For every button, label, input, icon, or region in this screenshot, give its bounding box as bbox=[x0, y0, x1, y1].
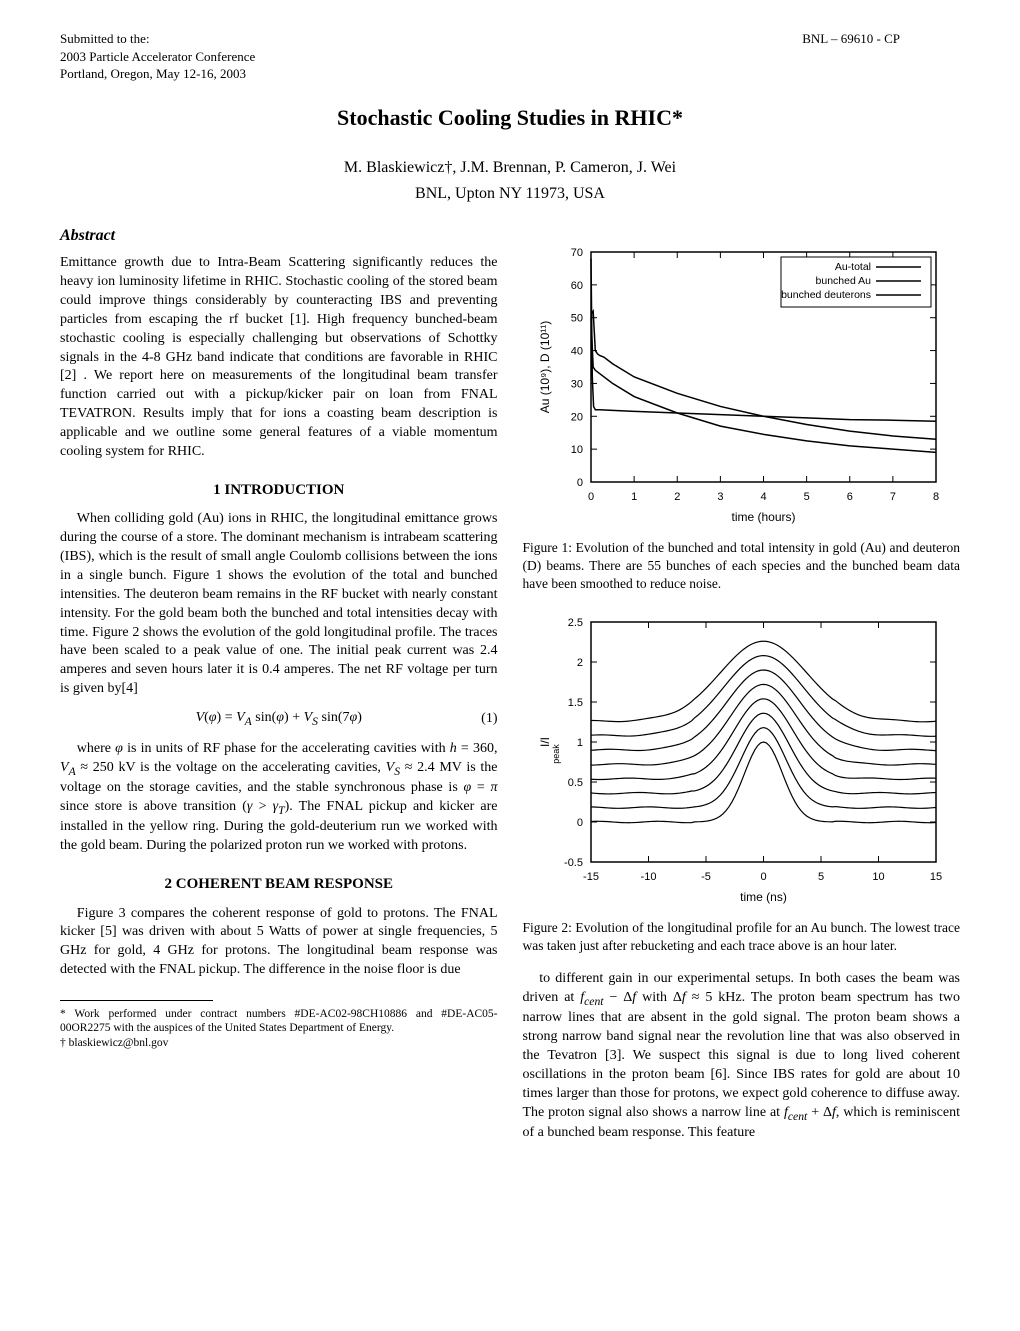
conference-location: Portland, Oregon, May 12-16, 2003 bbox=[60, 65, 255, 83]
svg-text:0: 0 bbox=[588, 491, 594, 503]
svg-text:peak: peak bbox=[551, 744, 561, 764]
submitted-to: Submitted to the: bbox=[60, 30, 255, 48]
svg-text:40: 40 bbox=[571, 345, 583, 357]
svg-text:2.5: 2.5 bbox=[568, 617, 583, 629]
svg-text:15: 15 bbox=[930, 871, 942, 883]
svg-text:time (hours): time (hours) bbox=[732, 510, 796, 524]
footnote-2: † blaskiewicz@bnl.gov bbox=[60, 1036, 498, 1050]
column-2-continuation: to different gain in our experimental se… bbox=[523, 970, 961, 1143]
svg-text:I/I: I/I bbox=[538, 737, 552, 747]
svg-text:2: 2 bbox=[674, 491, 680, 503]
svg-text:2: 2 bbox=[577, 657, 583, 669]
svg-text:-10: -10 bbox=[641, 871, 657, 883]
header-left: Submitted to the: 2003 Particle Accelera… bbox=[60, 30, 255, 83]
page-title: Stochastic Cooling Studies in RHIC* bbox=[60, 103, 960, 133]
equation-1-body: V(φ) = VA sin(φ) + VS sin(7φ) bbox=[196, 709, 362, 730]
svg-text:10: 10 bbox=[873, 871, 885, 883]
header: Submitted to the: 2003 Particle Accelera… bbox=[60, 30, 960, 83]
svg-text:20: 20 bbox=[571, 411, 583, 423]
svg-text:-15: -15 bbox=[583, 871, 599, 883]
svg-text:4: 4 bbox=[761, 491, 767, 503]
svg-text:bunched deuterons: bunched deuterons bbox=[781, 289, 871, 301]
svg-text:bunched Au: bunched Au bbox=[816, 275, 872, 287]
svg-text:0: 0 bbox=[577, 477, 583, 489]
svg-text:1: 1 bbox=[577, 737, 583, 749]
svg-text:time (ns): time (ns) bbox=[740, 890, 787, 904]
figure-1: 0 1 2 3 4 5 6 7 8 0 10 20 30 40 50 60 70 time (hours) Au (… bbox=[523, 237, 961, 527]
svg-text:7: 7 bbox=[890, 491, 896, 503]
figure-1-chart: 0 1 2 3 4 5 6 7 8 0 10 20 30 40 50 60 70 time (hours) Au (… bbox=[531, 237, 951, 527]
svg-text:30: 30 bbox=[571, 378, 583, 390]
equation-1: V(φ) = VA sin(φ) + VS sin(7φ) (1) bbox=[60, 709, 498, 730]
section-2-heading: 2 COHERENT BEAM RESPONSE bbox=[60, 874, 498, 894]
svg-text:10: 10 bbox=[571, 444, 583, 456]
conference-name: 2003 Particle Accelerator Conference bbox=[60, 48, 255, 66]
section-1-heading: 1 INTRODUCTION bbox=[60, 480, 498, 500]
report-number: BNL – 69610 - CP bbox=[802, 30, 900, 48]
header-right: BNL – 69610 - CP bbox=[802, 30, 960, 83]
svg-text:-5: -5 bbox=[701, 871, 711, 883]
section-1-p2: where φ is in units of RF phase for the … bbox=[60, 740, 498, 857]
svg-text:Au-total: Au-total bbox=[835, 261, 871, 273]
equation-1-number: (1) bbox=[481, 710, 497, 729]
footnote-1: * Work performed under contract numbers … bbox=[60, 1007, 498, 1036]
svg-text:3: 3 bbox=[718, 491, 724, 503]
right-column: 012345678010203040506070time (hours)Au (… bbox=[523, 225, 961, 1151]
footnote-rule bbox=[60, 1000, 213, 1001]
svg-text:6: 6 bbox=[847, 491, 853, 503]
svg-text:5: 5 bbox=[804, 491, 810, 503]
svg-text:1: 1 bbox=[631, 491, 637, 503]
svg-text:0: 0 bbox=[577, 817, 583, 829]
svg-text:60: 60 bbox=[571, 279, 583, 291]
figure-2: -15 -10 -5 0 5 10 15 -0.5 0 0.5 1 1.5 2 2.5 time (ns) I… bbox=[523, 607, 961, 907]
section-1-p1: When colliding gold (Au) ions in RHIC, t… bbox=[60, 510, 498, 699]
figure-2-caption: Figure 2: Evolution of the longitudinal … bbox=[523, 919, 961, 955]
authors: M. Blaskiewicz†, J.M. Brennan, P. Camero… bbox=[60, 157, 960, 179]
svg-text:Au (10⁹), D (10¹¹): Au (10⁹), D (10¹¹) bbox=[538, 320, 552, 413]
svg-text:50: 50 bbox=[571, 312, 583, 324]
figure-1-caption: Figure 1: Evolution of the bunched and t… bbox=[523, 539, 961, 594]
svg-text:0: 0 bbox=[761, 871, 767, 883]
abstract-heading: Abstract bbox=[60, 225, 498, 247]
abstract-text: Emittance growth due to Intra-Beam Scatt… bbox=[60, 254, 498, 462]
svg-text:8: 8 bbox=[933, 491, 939, 503]
section-2-p1: Figure 3 compares the coherent response … bbox=[60, 905, 498, 981]
left-column: Abstract Emittance growth due to Intra-B… bbox=[60, 225, 498, 1151]
svg-text:-0.5: -0.5 bbox=[564, 857, 583, 869]
svg-text:5: 5 bbox=[818, 871, 824, 883]
svg-text:1.5: 1.5 bbox=[568, 697, 583, 709]
svg-text:0.5: 0.5 bbox=[568, 777, 583, 789]
affiliation: BNL, Upton NY 11973, USA bbox=[60, 183, 960, 205]
figure-2-chart: -15 -10 -5 0 5 10 15 -0.5 0 0.5 1 1.5 2 2.5 time (ns) I… bbox=[531, 607, 951, 907]
svg-text:70: 70 bbox=[571, 247, 583, 259]
